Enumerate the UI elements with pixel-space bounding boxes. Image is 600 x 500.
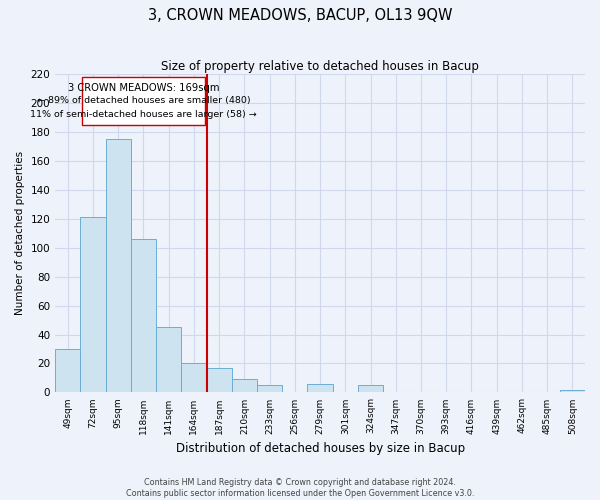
Bar xyxy=(131,239,156,392)
Bar xyxy=(257,385,282,392)
Bar xyxy=(80,218,106,392)
Text: ← 89% of detached houses are smaller (480): ← 89% of detached houses are smaller (48… xyxy=(37,96,250,106)
Bar xyxy=(206,368,232,392)
X-axis label: Distribution of detached houses by size in Bacup: Distribution of detached houses by size … xyxy=(176,442,464,455)
Bar xyxy=(106,140,131,392)
Bar xyxy=(232,380,257,392)
Text: 3, CROWN MEADOWS, BACUP, OL13 9QW: 3, CROWN MEADOWS, BACUP, OL13 9QW xyxy=(148,8,452,22)
Bar xyxy=(55,349,80,393)
Text: Contains HM Land Registry data © Crown copyright and database right 2024.
Contai: Contains HM Land Registry data © Crown c… xyxy=(126,478,474,498)
Y-axis label: Number of detached properties: Number of detached properties xyxy=(15,151,25,316)
Bar xyxy=(358,385,383,392)
Title: Size of property relative to detached houses in Bacup: Size of property relative to detached ho… xyxy=(161,60,479,73)
Bar xyxy=(307,384,332,392)
Bar xyxy=(560,390,585,392)
Text: 11% of semi-detached houses are larger (58) →: 11% of semi-detached houses are larger (… xyxy=(30,110,257,119)
Bar xyxy=(156,328,181,392)
Bar xyxy=(181,364,206,392)
Text: 3 CROWN MEADOWS: 169sqm: 3 CROWN MEADOWS: 169sqm xyxy=(68,82,219,92)
FancyBboxPatch shape xyxy=(82,77,205,125)
